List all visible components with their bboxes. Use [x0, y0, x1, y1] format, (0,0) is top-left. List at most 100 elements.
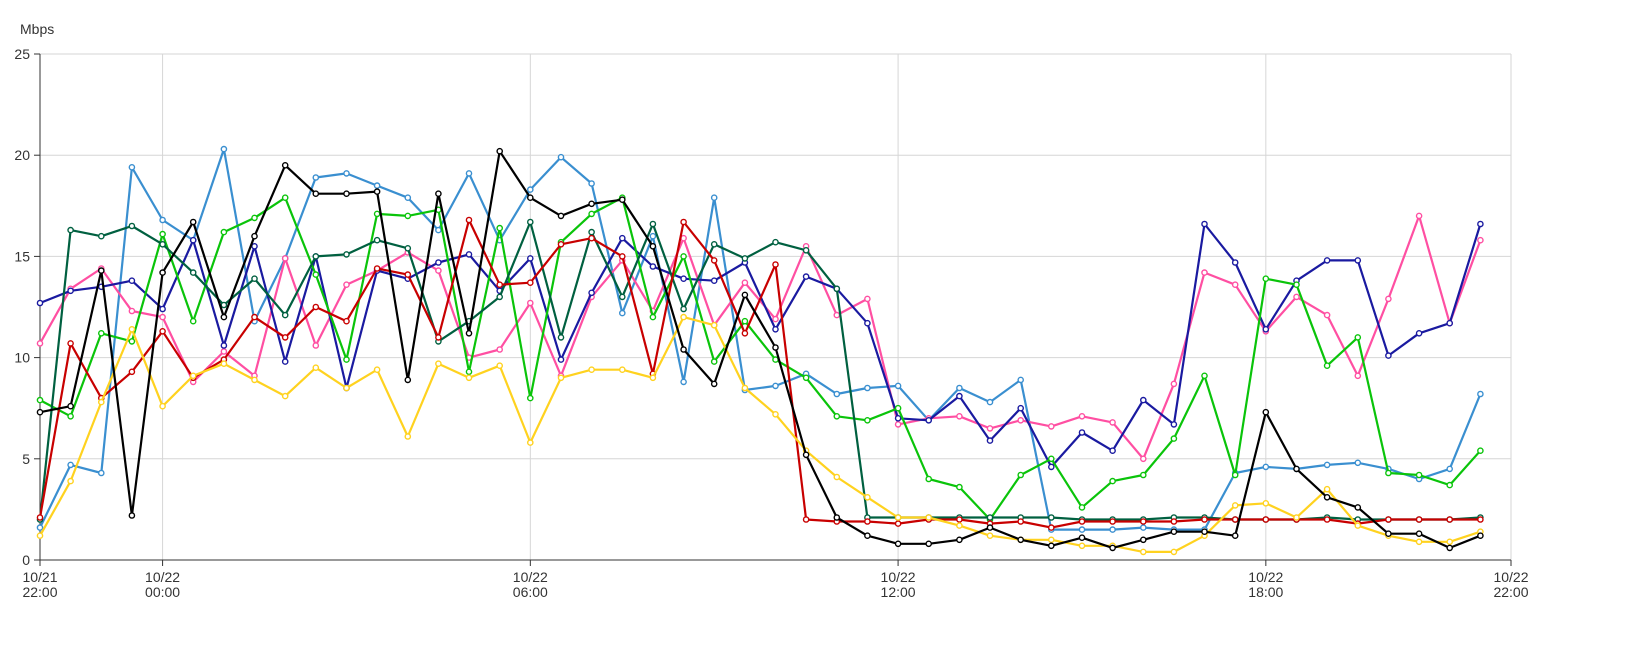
data-point[interactable]: [67, 477, 74, 485]
data-point[interactable]: [1323, 461, 1331, 469]
data-point[interactable]: [1262, 499, 1270, 507]
data-point[interactable]: [772, 410, 779, 418]
data-point[interactable]: [36, 396, 44, 404]
data-point[interactable]: [36, 514, 44, 521]
data-point[interactable]: [772, 261, 779, 268]
data-point[interactable]: [1231, 471, 1239, 479]
data-point[interactable]: [1048, 542, 1055, 550]
data-point[interactable]: [159, 402, 166, 410]
data-point[interactable]: [772, 325, 779, 333]
data-point[interactable]: [1385, 516, 1392, 523]
data-point[interactable]: [1078, 526, 1086, 533]
data-point[interactable]: [864, 295, 871, 303]
data-point[interactable]: [1017, 471, 1025, 479]
data-point[interactable]: [741, 291, 749, 299]
data-point[interactable]: [710, 194, 718, 201]
data-point[interactable]: [741, 255, 749, 262]
data-point[interactable]: [1109, 447, 1116, 455]
data-point[interactable]: [98, 398, 105, 406]
data-point[interactable]: [128, 325, 136, 333]
data-point[interactable]: [159, 313, 166, 321]
data-point[interactable]: [251, 214, 258, 222]
data-point[interactable]: [36, 299, 44, 307]
data-point[interactable]: [1048, 536, 1055, 544]
data-point[interactable]: [404, 244, 412, 252]
data-point[interactable]: [956, 392, 963, 400]
data-point[interactable]: [1446, 544, 1453, 552]
data-point[interactable]: [1415, 329, 1423, 337]
data-point[interactable]: [894, 520, 902, 527]
data-point[interactable]: [1293, 281, 1300, 289]
data-point[interactable]: [1231, 281, 1239, 289]
data-point[interactable]: [1048, 455, 1055, 463]
data-point[interactable]: [159, 305, 166, 313]
data-point[interactable]: [281, 255, 289, 262]
data-point[interactable]: [619, 366, 626, 374]
data-point[interactable]: [619, 309, 626, 317]
data-point[interactable]: [802, 516, 810, 523]
data-point[interactable]: [894, 414, 902, 422]
data-point[interactable]: [894, 540, 902, 548]
data-point[interactable]: [1446, 465, 1453, 473]
data-point[interactable]: [894, 382, 902, 390]
data-point[interactable]: [833, 285, 841, 293]
data-point[interactable]: [1170, 380, 1178, 388]
data-point[interactable]: [1078, 542, 1086, 550]
data-point[interactable]: [1415, 530, 1423, 538]
data-point[interactable]: [343, 384, 350, 392]
data-point[interactable]: [67, 226, 74, 234]
data-point[interactable]: [159, 230, 166, 238]
data-point[interactable]: [220, 360, 228, 368]
data-point[interactable]: [1262, 275, 1270, 283]
data-point[interactable]: [710, 358, 718, 365]
data-point[interactable]: [741, 279, 749, 287]
data-point[interactable]: [496, 224, 504, 232]
data-point[interactable]: [986, 514, 994, 521]
data-point[interactable]: [1477, 516, 1484, 523]
data-point[interactable]: [1017, 416, 1025, 424]
data-point[interactable]: [956, 522, 963, 529]
data-point[interactable]: [128, 338, 136, 345]
data-point[interactable]: [1385, 530, 1392, 538]
data-point[interactable]: [312, 190, 320, 197]
data-point[interactable]: [619, 253, 626, 260]
data-point[interactable]: [649, 232, 657, 240]
data-point[interactable]: [1109, 544, 1116, 552]
data-point[interactable]: [527, 299, 534, 307]
data-point[interactable]: [833, 390, 841, 398]
data-point[interactable]: [557, 334, 565, 341]
data-point[interactable]: [220, 313, 228, 321]
data-point[interactable]: [128, 277, 136, 285]
data-point[interactable]: [1048, 524, 1055, 531]
data-point[interactable]: [1323, 493, 1331, 501]
data-point[interactable]: [251, 232, 258, 240]
data-point[interactable]: [1293, 465, 1300, 473]
data-point[interactable]: [1170, 518, 1178, 525]
data-point[interactable]: [772, 382, 779, 390]
data-point[interactable]: [1415, 516, 1423, 523]
data-point[interactable]: [1415, 212, 1423, 220]
data-point[interactable]: [281, 358, 289, 365]
data-point[interactable]: [312, 174, 320, 181]
data-point[interactable]: [373, 182, 381, 189]
data-point[interactable]: [1170, 421, 1178, 428]
data-point[interactable]: [1262, 516, 1270, 523]
data-point[interactable]: [588, 289, 595, 297]
data-point[interactable]: [1140, 518, 1147, 525]
data-point[interactable]: [925, 416, 933, 424]
data-point[interactable]: [649, 220, 657, 228]
data-point[interactable]: [404, 212, 412, 220]
data-point[interactable]: [1323, 485, 1331, 493]
data-point[interactable]: [741, 317, 749, 325]
data-point[interactable]: [802, 374, 810, 382]
data-point[interactable]: [956, 412, 963, 420]
data-point[interactable]: [128, 512, 136, 519]
data-point[interactable]: [1170, 435, 1178, 442]
data-point[interactable]: [189, 269, 197, 276]
data-point[interactable]: [404, 376, 412, 384]
data-point[interactable]: [373, 188, 381, 195]
data-point[interactable]: [435, 267, 442, 274]
data-point[interactable]: [833, 473, 841, 481]
data-point[interactable]: [864, 532, 871, 540]
data-point[interactable]: [588, 228, 595, 236]
